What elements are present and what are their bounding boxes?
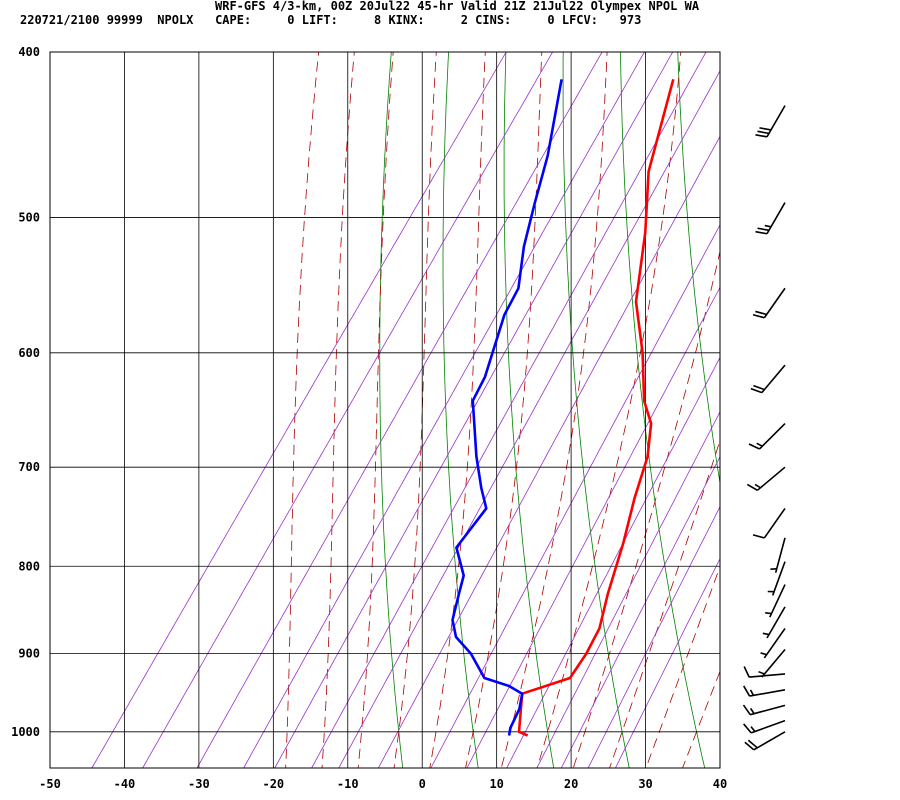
dry-adiabat-line: [677, 52, 720, 486]
mixing-ratio-line: [91, 52, 507, 768]
temperature-tick-label: 0: [419, 777, 426, 791]
temperature-tick-label: -10: [337, 777, 359, 791]
wind-barb: [770, 537, 786, 573]
chart-title: WRF-GFS 4/3-km, 00Z 20Jul22 45-hr Valid …: [215, 0, 700, 13]
moist-adiabat-line: [536, 52, 682, 768]
temperature-tick-label: 40: [713, 777, 727, 791]
sounding-traces: [451, 78, 675, 737]
wind-barb: [762, 606, 786, 639]
wind-barb: [743, 719, 786, 734]
wind-barb: [765, 584, 786, 618]
wind-barb: [755, 202, 786, 235]
dry-adiabat-line: [442, 52, 479, 768]
wind-barb: [744, 731, 786, 751]
mixing-ratio-line: [142, 52, 554, 768]
wind-barb: [755, 105, 786, 138]
wind-barb: [752, 507, 786, 539]
temperature-tick-label: -50: [39, 777, 61, 791]
moist-adiabat-line: [500, 52, 608, 768]
moist-adiabat-line: [321, 52, 355, 768]
moist-adiabat-line: [682, 670, 720, 768]
temperature-tick-label: -30: [188, 777, 210, 791]
wind-barb: [748, 422, 786, 450]
mixing-ratio-line: [587, 505, 720, 768]
dry-adiabats: [379, 14, 900, 775]
pressure-tick-label: 900: [18, 647, 40, 661]
pressure-tick-label: 700: [18, 460, 40, 474]
mixing-ratio-line: [196, 52, 603, 768]
temperature-tick-labels: -50 -40 -30 -20 -10 0 10 20 30 40: [39, 777, 727, 791]
wind-barbs: [742, 105, 786, 751]
dry-adiabat-line: [790, 14, 900, 775]
moist-adiabat-line: [285, 52, 320, 768]
sounding-indices: 220721/2100 99999 NPOLX CAPE: 0 LIFT: 8 …: [20, 13, 642, 27]
dry-adiabat-line: [503, 52, 555, 768]
moist-adiabats: [285, 52, 720, 768]
dry-adiabat-line: [733, 14, 858, 775]
mixing-ratio-lines: [91, 52, 720, 768]
wind-barb: [767, 561, 786, 596]
mixing-ratio-line: [560, 455, 720, 768]
pressure-tick-label: 1000: [11, 725, 40, 739]
pressure-tick-label: 400: [18, 45, 40, 59]
wind-barb: [752, 287, 786, 319]
temperature-tick-label: -40: [114, 777, 136, 791]
wind-barb: [742, 704, 786, 716]
mixing-ratio-line: [466, 286, 720, 768]
wind-barb: [743, 685, 786, 697]
temperature-trace: [517, 78, 675, 737]
mixing-ratio-line: [338, 70, 720, 768]
pressure-tick-label: 800: [18, 559, 40, 573]
mixing-ratio-line: [614, 557, 720, 768]
mixing-ratio-line: [506, 356, 720, 768]
dry-adiabat-line: [562, 52, 630, 768]
wind-barb: [760, 628, 786, 659]
pressure-tick-labels: 400 500 600 700 800 900 1000: [11, 45, 40, 739]
moist-adiabat-line: [465, 52, 543, 768]
mixing-ratio-line: [377, 135, 720, 768]
temperature-tick-label: 30: [638, 777, 652, 791]
moist-adiabat-line: [393, 52, 437, 768]
moist-adiabat-line: [357, 52, 394, 768]
mixing-ratio-line: [311, 52, 707, 768]
dry-adiabat-line: [379, 52, 404, 768]
mixing-ratio-line: [430, 224, 720, 768]
dry-adiabat-line: [846, 14, 900, 775]
pressure-tick-label: 600: [18, 346, 40, 360]
moist-adiabat-line: [572, 249, 720, 768]
dry-adiabat-line: [620, 52, 706, 768]
mixing-ratio-line: [243, 52, 645, 768]
dewpoint-trace: [451, 79, 563, 736]
mixing-ratio-line: [536, 410, 720, 768]
moist-adiabat-line: [429, 52, 486, 768]
moist-adiabat-line: [609, 439, 720, 768]
temperature-tick-label: 20: [564, 777, 578, 791]
mixing-ratio-line: [274, 52, 674, 768]
pressure-tick-label: 500: [18, 211, 40, 225]
wind-barb: [758, 648, 786, 678]
temperature-tick-label: -20: [262, 777, 284, 791]
temperature-tick-label: 10: [489, 777, 503, 791]
wind-barb: [746, 466, 786, 492]
plot-frame: [49, 51, 721, 769]
wind-barb: [750, 364, 786, 394]
wind-barb: [743, 666, 786, 678]
